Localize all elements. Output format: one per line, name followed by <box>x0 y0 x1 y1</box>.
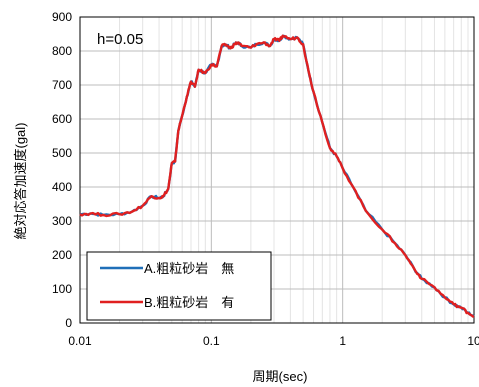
series-line-b <box>79 34 475 318</box>
y-tick-label: 400 <box>52 180 72 194</box>
y-tick-label: 700 <box>52 78 72 92</box>
grid-minor <box>119 17 469 323</box>
y-tick-label: 200 <box>52 248 72 262</box>
y-tick-label: 500 <box>52 146 72 160</box>
legend-label-b: B.粗粒砂岩 有 <box>144 295 234 310</box>
x-tick-label: 0.01 <box>68 334 92 348</box>
y-tick-labels: 0 100 200 300 400 500 600 700 800 900 <box>52 10 72 330</box>
y-tick-label: 900 <box>52 10 72 24</box>
x-tick-label: 10 <box>467 334 479 348</box>
y-tick-label: 300 <box>52 214 72 228</box>
x-tick-labels: 0.01 0.1 1 10 <box>68 334 479 348</box>
plot-frame <box>79 16 475 324</box>
legend: A.粗粒砂岩 無 B.粗粒砂岩 有 <box>86 251 272 321</box>
y-tick-label: 600 <box>52 112 72 126</box>
x-tick-label: 1 <box>339 334 346 348</box>
y-tick-label: 100 <box>52 282 72 296</box>
legend-label-a: A.粗粒砂岩 無 <box>144 261 234 276</box>
x-axis-title: 周期(sec) <box>253 369 308 384</box>
annotation-h: h=0.05 <box>97 31 143 48</box>
legend-box <box>86 251 272 321</box>
y-axis-title: 絶対応答加速度(gal) <box>13 122 28 239</box>
series-layer <box>79 34 475 318</box>
y-tick-label: 0 <box>65 316 72 330</box>
y-tick-label: 800 <box>52 44 72 58</box>
x-tick-label: 0.1 <box>203 334 220 348</box>
